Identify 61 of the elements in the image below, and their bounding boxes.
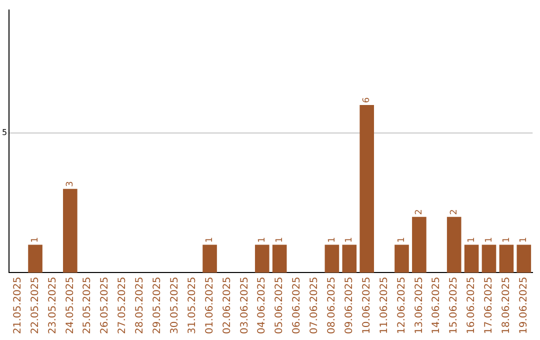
x-tick-label: 11.06.2025 (378, 276, 390, 334)
data-label: 6 (362, 97, 372, 104)
bar (202, 244, 217, 273)
data-label: 1 (344, 237, 355, 243)
x-tick-label: 18.06.2025 (501, 276, 512, 334)
x-tick-label: 16.06.2025 (466, 276, 478, 334)
x-tick-label: 13.06.2025 (414, 276, 425, 334)
bar (446, 216, 462, 273)
x-tick-label: 17.06.2025 (484, 276, 495, 334)
data-label: 3 (66, 181, 76, 187)
x-tick-label: 04.06.2025 (256, 276, 268, 334)
x-tick-label: 27.05.2025 (117, 276, 128, 334)
x-tick-label: 28.05.2025 (134, 276, 146, 334)
data-label: 1 (274, 237, 285, 243)
bar (412, 216, 426, 273)
x-tick-label: 23.05.2025 (47, 276, 58, 334)
bar (28, 244, 42, 273)
bar (394, 244, 409, 273)
x-tick-label: 08.06.2025 (326, 276, 338, 334)
x-tick-label: 21.05.2025 (12, 276, 24, 334)
bar (499, 244, 514, 273)
bar (360, 105, 374, 273)
x-tick-label: 15.06.2025 (448, 276, 460, 334)
x-tick-label: 10.06.2025 (361, 276, 372, 334)
bar (254, 244, 270, 273)
data-label: 1 (484, 237, 494, 243)
bar (464, 244, 479, 273)
x-tick-label: 26.05.2025 (100, 276, 111, 334)
x-tick-label: 25.05.2025 (82, 276, 94, 334)
x-tick-label: 07.06.2025 (309, 276, 320, 334)
x-tick-label: 19.06.2025 (518, 276, 530, 334)
bar (272, 244, 287, 273)
data-label: 1 (519, 237, 530, 243)
x-tick-label: 31.05.2025 (186, 276, 198, 334)
x-tick-label: 02.06.2025 (222, 276, 233, 334)
bar (516, 244, 532, 273)
x-tick-label: 01.06.2025 (204, 276, 216, 334)
data-label: 2 (414, 209, 425, 215)
data-label: 1 (205, 237, 216, 243)
data-label: 1 (257, 237, 268, 243)
data-label: 2 (449, 209, 460, 215)
x-tick-label: 30.05.2025 (169, 276, 180, 334)
x-tick-label: 29.05.2025 (152, 276, 164, 334)
x-tick-label: 24.05.2025 (64, 276, 76, 334)
x-tick-label: 09.06.2025 (344, 276, 355, 334)
y-tick-label: 5 (2, 128, 8, 138)
data-label: 1 (466, 237, 477, 243)
x-tick-label: 14.06.2025 (431, 276, 442, 334)
x-tick-label: 22.05.2025 (30, 276, 41, 334)
bar (482, 244, 496, 273)
x-tick-label: 06.06.2025 (292, 276, 303, 334)
x-tick-label: 12.06.2025 (396, 276, 408, 334)
bar (63, 188, 78, 273)
data-label: 1 (30, 237, 41, 243)
x-tick-label: 05.06.2025 (274, 276, 286, 334)
data-label: 1 (327, 237, 338, 243)
bar (324, 244, 340, 273)
data-label: 1 (502, 237, 512, 243)
bar (342, 244, 357, 273)
data-label: 1 (397, 237, 408, 243)
x-tick-label: 03.06.2025 (239, 276, 250, 334)
